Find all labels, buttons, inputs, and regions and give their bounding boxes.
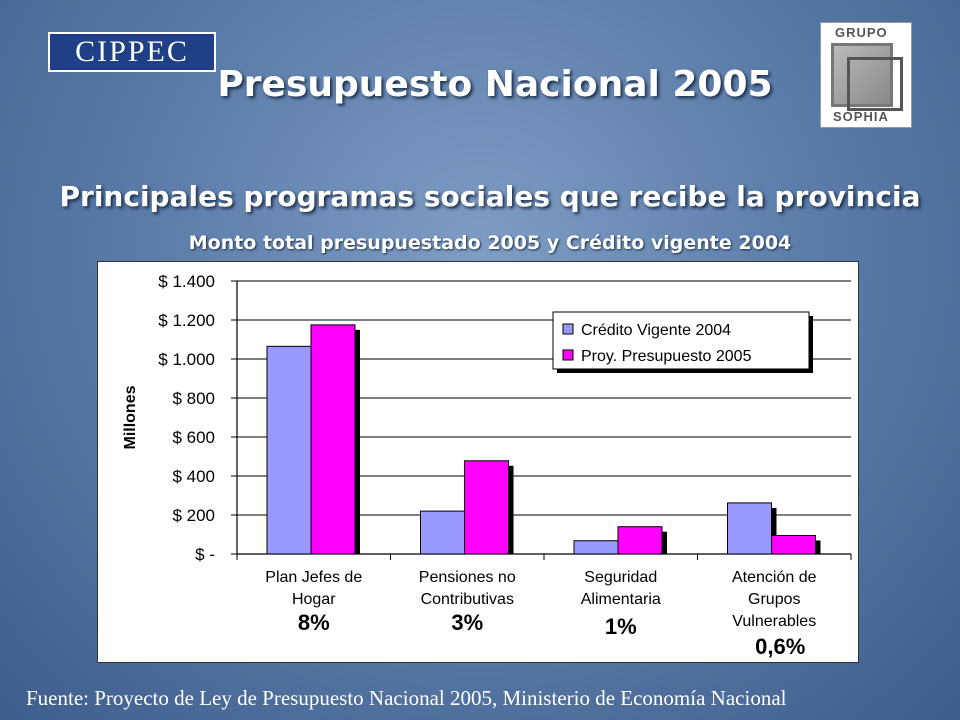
sophia-logo-top-text: GRUPO [835, 25, 888, 40]
legend-swatch [562, 323, 574, 335]
legend-label: Crédito Vigente 2004 [581, 322, 731, 339]
legend [552, 311, 810, 370]
x-tick-label: Seguridad [584, 569, 657, 586]
bar-presupuesto-2005 [464, 460, 509, 555]
sophia-logo-bottom-text: SOPHIA [833, 109, 889, 124]
y-tick-label: $ - [195, 545, 215, 564]
chart-panel: $ - $ 200 $ 400 $ 600 $ 800 $ 1.000 $ 1.200 $ 1… [97, 261, 859, 663]
bar-presupuesto-2005 [617, 526, 663, 555]
x-tick-label: Atención de [732, 569, 817, 586]
grupo-sophia-logo: GRUPO SOPHIA [820, 22, 912, 128]
sophia-logo-square [831, 43, 893, 107]
y-tick-label: $ 1.400 [158, 272, 215, 291]
category-percent-label: 1% [605, 614, 637, 639]
cippec-logo: CIPPEC [48, 32, 216, 72]
y-tick-label: $ 1.200 [158, 311, 215, 330]
bar-credito-2004 [266, 345, 312, 555]
x-tick-label: Plan Jefes de [265, 569, 362, 586]
legend-swatch [562, 349, 574, 361]
page-subtitle: Principales programas sociales que recib… [59, 180, 921, 213]
page-title: Presupuesto Nacional 2005 [217, 64, 773, 105]
y-tick-label: $ 600 [172, 428, 215, 447]
y-tick-label: $ 400 [172, 467, 215, 486]
source-note: Fuente: Proyecto de Ley de Presupuesto N… [26, 686, 787, 710]
y-axis-label: Millones [122, 385, 139, 449]
y-tick-label: $ 1.000 [158, 350, 215, 369]
bar-chart: $ - $ 200 $ 400 $ 600 $ 800 $ 1.000 $ 1.200 $ 1… [122, 272, 852, 659]
x-tick-label: Vulnerables [732, 613, 816, 630]
sophia-logo-square-outline [847, 57, 903, 111]
bar-presupuesto-2005 [771, 534, 816, 555]
y-tick-label: $ 200 [172, 506, 215, 525]
category-percent-label: 3% [451, 610, 483, 635]
y-tick-label: $ 800 [172, 389, 215, 408]
x-tick-label: Pensiones no [419, 569, 516, 586]
x-tick-label: Contributivas [421, 591, 514, 608]
category-percent-label: 0,6% [755, 634, 805, 659]
x-tick-label: Grupos [748, 591, 800, 608]
bar-credito-2004 [573, 540, 619, 555]
legend-label: Proy. Presupuesto 2005 [581, 348, 752, 365]
x-tick-label: Alimentaria [581, 591, 661, 608]
bar-presupuesto-2005 [310, 324, 356, 555]
x-tick-label: Hogar [292, 591, 336, 608]
category-percent-label: 8% [298, 610, 330, 635]
bar-credito-2004 [420, 510, 465, 555]
chart-caption: Monto total presupuestado 2005 y Crédito… [188, 232, 792, 254]
bar-credito-2004 [727, 502, 772, 555]
